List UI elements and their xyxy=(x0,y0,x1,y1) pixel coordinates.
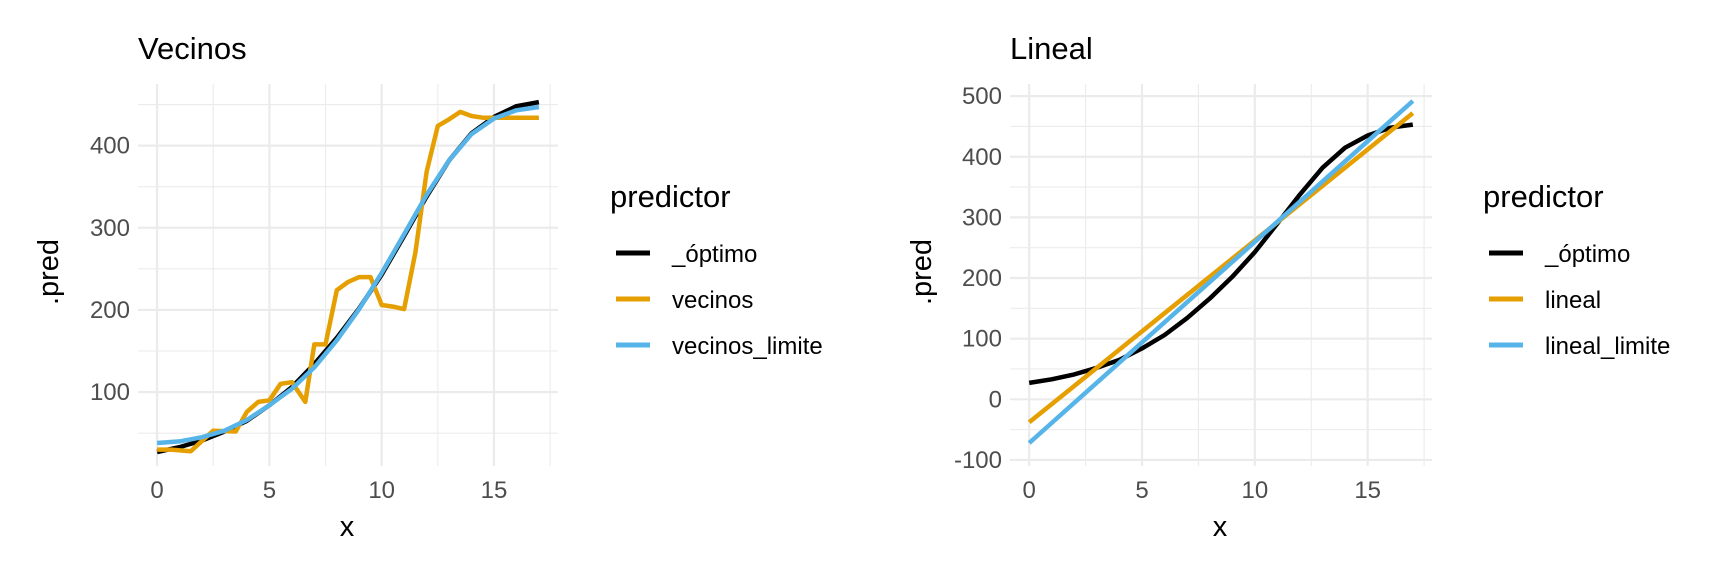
legend-title-lineal: predictor xyxy=(1483,179,1604,214)
legend-label: lineal xyxy=(1545,287,1601,314)
y-ticks-vecinos: 100 200 300 400 xyxy=(90,133,130,406)
series-line-lineal-lineal xyxy=(1027,111,1415,425)
legend-title-vecinos: predictor xyxy=(610,179,731,214)
y-tick-label: 0 xyxy=(989,386,1002,413)
x-ticks-vecinos: 0 5 10 15 xyxy=(150,477,507,504)
grid-vecinos xyxy=(138,84,558,466)
chart-title-vecinos: Vecinos xyxy=(138,31,247,66)
series-line-vecinos-vecinos-limite xyxy=(156,104,540,446)
series-group-vecinos xyxy=(156,99,540,455)
series-line-lineal-ptimo xyxy=(1028,122,1414,386)
y-tick-label: 100 xyxy=(90,379,130,406)
series-line-lineal-lineal-limite xyxy=(1027,99,1415,445)
x-tick-label: 0 xyxy=(1023,477,1036,504)
y-tick-label: 500 xyxy=(962,83,1002,110)
x-tick-label: 10 xyxy=(1241,477,1268,504)
x-tick-label: 10 xyxy=(368,477,395,504)
y-tick-label: -100 xyxy=(954,447,1002,474)
x-tick-label: 15 xyxy=(1354,477,1381,504)
panel-lineal: Lineal -100 0 100 200 300 400 500 0 5 10 15 x .pr… xyxy=(906,31,1670,543)
x-tick-label: 0 xyxy=(150,477,163,504)
series-group-lineal xyxy=(1027,99,1415,445)
y-ticks-lineal: -100 0 100 200 300 400 500 xyxy=(954,83,1002,474)
y-tick-label: 100 xyxy=(962,326,1002,353)
x-tick-label: 5 xyxy=(1135,477,1148,504)
y-axis-label-lineal: .pred xyxy=(906,239,938,305)
y-axis-label-vecinos: .pred xyxy=(33,239,65,305)
x-tick-label: 15 xyxy=(481,477,508,504)
series-line-vecinos-ptimo xyxy=(156,99,540,455)
x-axis-label-lineal: x xyxy=(1213,511,1228,543)
y-tick-label: 200 xyxy=(90,297,130,324)
chart-title-lineal: Lineal xyxy=(1010,31,1093,66)
x-tick-label: 5 xyxy=(263,477,276,504)
legend-label: _óptimo xyxy=(671,241,757,268)
y-tick-label: 400 xyxy=(90,133,130,160)
legend-label: _óptimo xyxy=(1544,241,1630,268)
legend-label: vecinos xyxy=(672,287,753,314)
legend-label: vecinos_limite xyxy=(672,333,823,360)
legend-label: lineal_limite xyxy=(1545,333,1670,360)
panel-vecinos: Vecinos 100 200 300 400 0 5 10 15 x .pred pred… xyxy=(33,31,823,543)
y-tick-label: 300 xyxy=(90,215,130,242)
x-ticks-lineal: 0 5 10 15 xyxy=(1023,477,1382,504)
x-axis-label-vecinos: x xyxy=(340,511,355,543)
y-tick-label: 400 xyxy=(962,144,1002,171)
y-tick-label: 200 xyxy=(962,265,1002,292)
series-line-vecinos-vecinos xyxy=(157,109,539,454)
y-tick-label: 300 xyxy=(962,204,1002,231)
